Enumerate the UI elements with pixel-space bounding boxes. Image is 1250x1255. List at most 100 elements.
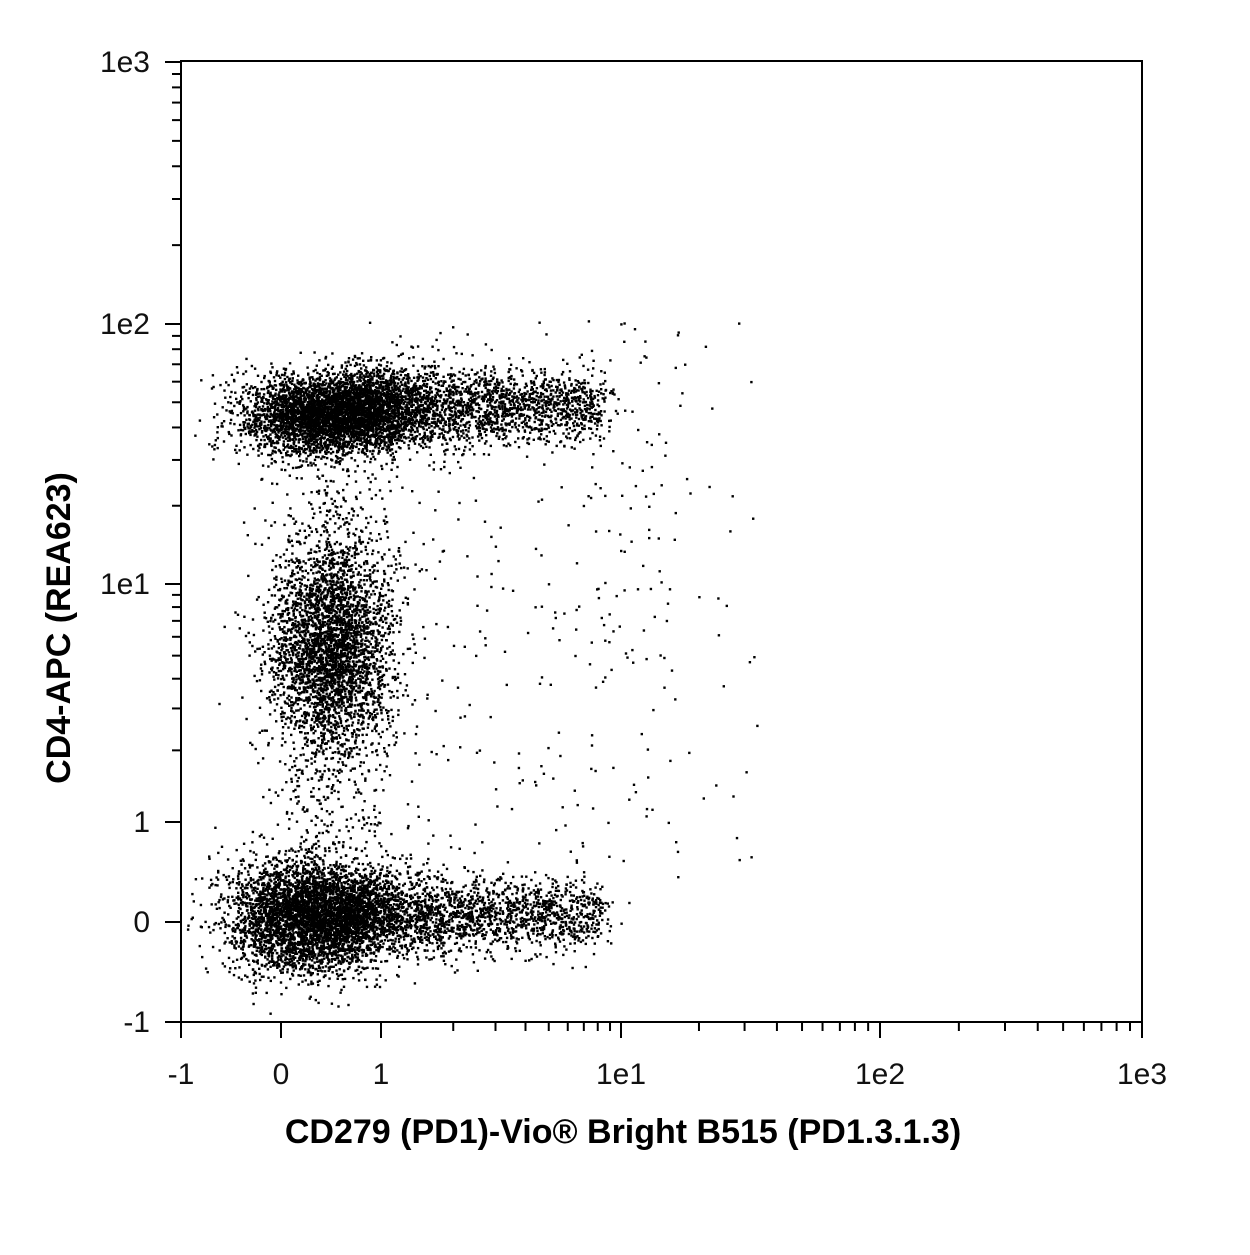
event-dot xyxy=(429,371,433,374)
event-dot xyxy=(442,375,445,378)
event-dot xyxy=(268,426,271,430)
event-dot xyxy=(287,454,290,457)
event-dot xyxy=(305,416,308,419)
event-dot xyxy=(490,370,493,373)
event-dot xyxy=(297,374,300,377)
event-dot xyxy=(259,427,262,430)
event-dot xyxy=(394,405,397,408)
event-dot xyxy=(396,465,399,469)
event-dot xyxy=(311,391,314,395)
event-dot xyxy=(223,389,226,392)
event-dot xyxy=(288,424,292,428)
event-dot xyxy=(263,420,266,424)
event-dot xyxy=(344,440,347,443)
event-dot xyxy=(308,447,312,450)
event-dot xyxy=(279,423,282,426)
event-dot xyxy=(324,415,327,418)
event-dot xyxy=(350,384,353,387)
event-dot xyxy=(285,428,288,431)
event-dot xyxy=(440,408,444,411)
event-dot xyxy=(373,421,377,425)
event-dot xyxy=(393,403,396,406)
event-dot xyxy=(238,402,241,405)
event-dot xyxy=(310,449,313,452)
event-dot xyxy=(242,391,245,394)
event-dot xyxy=(386,361,389,364)
event-dot xyxy=(395,412,398,415)
event-dot xyxy=(341,415,344,418)
event-dot xyxy=(324,404,327,407)
event-dot xyxy=(405,388,408,391)
event-dot xyxy=(338,425,341,428)
event-dot xyxy=(271,406,274,409)
event-dot xyxy=(523,407,526,410)
event-dot xyxy=(603,400,606,403)
event-dot xyxy=(227,430,230,434)
event-dot xyxy=(297,397,300,400)
event-dot xyxy=(470,416,473,419)
event-dot xyxy=(257,449,260,452)
event-dot xyxy=(331,352,334,355)
event-dot xyxy=(306,394,309,397)
event-dot xyxy=(320,444,324,448)
event-dot xyxy=(331,411,334,414)
event-dot xyxy=(274,405,277,408)
event-dot xyxy=(309,423,312,426)
event-dot xyxy=(267,419,271,422)
event-dot xyxy=(266,406,269,409)
event-dot xyxy=(347,397,350,401)
event-dot xyxy=(269,428,272,431)
event-dot xyxy=(229,422,232,425)
event-dot xyxy=(421,440,425,443)
event-dot xyxy=(422,427,425,431)
event-dot xyxy=(312,378,315,381)
event-dot xyxy=(273,384,277,387)
event-dot xyxy=(307,373,310,376)
event-dot xyxy=(284,397,287,400)
event-dot xyxy=(242,404,245,407)
event-dot xyxy=(339,401,342,405)
event-dot xyxy=(339,434,342,437)
event-dot xyxy=(245,383,248,386)
event-dot xyxy=(517,446,521,449)
event-dot xyxy=(380,464,383,468)
event-dot xyxy=(290,390,294,393)
event-dot xyxy=(257,454,260,457)
event-dot xyxy=(400,367,403,370)
event-dot xyxy=(344,423,348,426)
event-dot xyxy=(556,412,560,415)
event-dot xyxy=(260,438,263,442)
event-dot xyxy=(267,385,271,388)
event-dot xyxy=(281,436,285,439)
event-dot xyxy=(301,435,304,438)
event-dot xyxy=(301,424,304,427)
event-dot xyxy=(235,366,239,369)
event-dot xyxy=(288,380,292,384)
event-dot xyxy=(351,380,354,384)
event-dot xyxy=(322,424,325,427)
event-dot xyxy=(324,357,327,360)
event-dot xyxy=(277,409,280,413)
event-dot xyxy=(288,410,291,413)
event-dot xyxy=(229,411,232,414)
event-dot xyxy=(273,441,276,445)
event-dot xyxy=(314,392,317,395)
event-dot xyxy=(285,409,288,412)
event-dot xyxy=(351,449,354,452)
event-dot xyxy=(323,369,326,372)
event-dot xyxy=(301,429,305,432)
event-dots xyxy=(186,320,759,1015)
event-dot xyxy=(369,457,373,461)
event-dot xyxy=(287,463,290,466)
event-dot xyxy=(588,408,591,411)
event-dot xyxy=(325,406,328,409)
event-dot xyxy=(295,433,299,436)
event-dot xyxy=(463,436,466,439)
event-dot xyxy=(569,391,573,394)
event-dot xyxy=(316,393,320,397)
event-dot xyxy=(305,460,308,463)
event-dot xyxy=(422,379,425,383)
event-dot xyxy=(439,421,443,425)
event-dot xyxy=(333,466,336,469)
